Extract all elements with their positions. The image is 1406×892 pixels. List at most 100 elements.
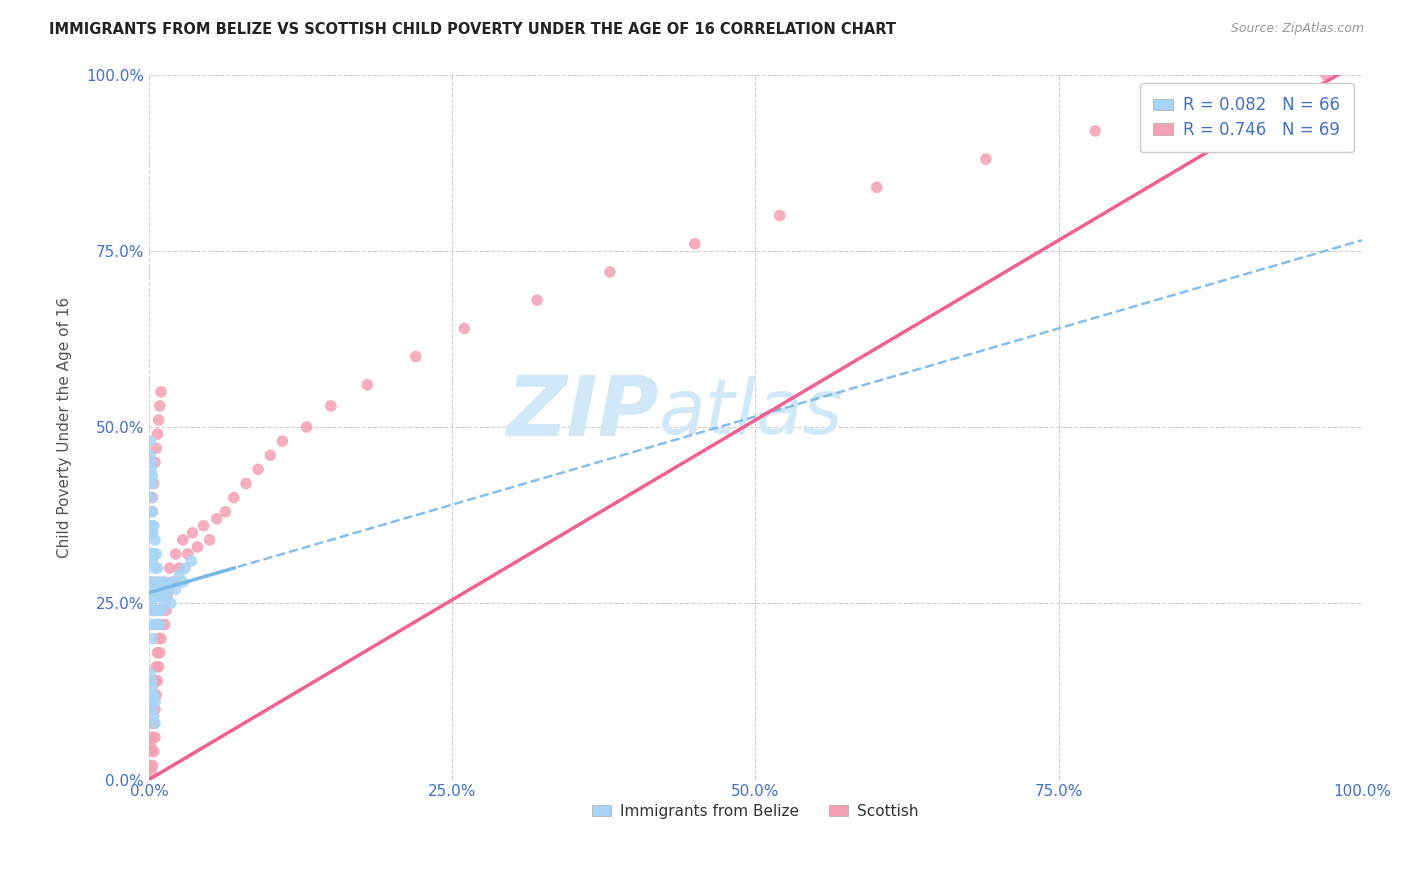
Point xyxy=(156,589,179,603)
Y-axis label: Child Poverty Under the Age of 16: Child Poverty Under the Age of 16 xyxy=(58,296,72,558)
Point xyxy=(149,646,172,660)
Point xyxy=(146,646,169,660)
Point xyxy=(142,525,165,540)
Point xyxy=(143,716,166,731)
Point xyxy=(181,525,204,540)
Point xyxy=(145,603,167,617)
Point xyxy=(142,731,165,745)
Point xyxy=(172,575,194,590)
Point xyxy=(145,688,167,702)
Point xyxy=(142,518,165,533)
Point xyxy=(142,681,165,695)
Point xyxy=(152,582,174,597)
Point xyxy=(142,603,165,617)
Point xyxy=(453,321,475,335)
Point xyxy=(149,399,172,413)
Point xyxy=(139,525,162,540)
Point xyxy=(142,688,165,702)
Point xyxy=(214,505,236,519)
Point xyxy=(146,673,169,688)
Point xyxy=(142,758,165,772)
Point xyxy=(141,455,163,469)
Point xyxy=(142,702,165,716)
Point xyxy=(142,744,165,758)
Point xyxy=(146,589,169,603)
Point xyxy=(1084,124,1107,138)
Point xyxy=(142,702,165,716)
Point xyxy=(974,152,997,166)
Point xyxy=(142,505,165,519)
Text: IMMIGRANTS FROM BELIZE VS SCOTTISH CHILD POVERTY UNDER THE AGE OF 16 CORRELATION: IMMIGRANTS FROM BELIZE VS SCOTTISH CHILD… xyxy=(49,22,896,37)
Point xyxy=(148,660,170,674)
Point xyxy=(526,293,548,307)
Point xyxy=(405,350,427,364)
Point xyxy=(148,413,170,427)
Point xyxy=(356,377,378,392)
Point xyxy=(198,533,221,547)
Point xyxy=(145,575,167,590)
Point xyxy=(599,265,621,279)
Point xyxy=(139,666,162,681)
Point xyxy=(271,434,294,449)
Point xyxy=(142,476,165,491)
Point xyxy=(142,547,165,561)
Point xyxy=(153,596,176,610)
Point xyxy=(174,561,197,575)
Point xyxy=(160,575,183,590)
Point xyxy=(141,673,163,688)
Point xyxy=(141,695,163,709)
Point xyxy=(142,554,165,568)
Point xyxy=(193,518,215,533)
Point xyxy=(167,568,190,582)
Point xyxy=(146,617,169,632)
Point xyxy=(139,505,162,519)
Point xyxy=(150,603,173,617)
Point xyxy=(153,617,176,632)
Point xyxy=(683,236,706,251)
Point xyxy=(159,596,181,610)
Point xyxy=(180,554,202,568)
Point xyxy=(139,575,162,590)
Point xyxy=(139,434,162,449)
Point xyxy=(150,603,173,617)
Point xyxy=(150,589,173,603)
Point xyxy=(152,575,174,590)
Point xyxy=(141,744,163,758)
Point xyxy=(143,617,166,632)
Point xyxy=(141,617,163,632)
Point xyxy=(143,589,166,603)
Point xyxy=(141,547,163,561)
Point xyxy=(142,476,165,491)
Point xyxy=(145,441,167,455)
Point xyxy=(141,716,163,731)
Point xyxy=(172,533,194,547)
Point xyxy=(235,476,257,491)
Point xyxy=(149,589,172,603)
Point xyxy=(142,575,165,590)
Point xyxy=(143,702,166,716)
Point xyxy=(155,603,177,617)
Point xyxy=(1315,68,1337,82)
Point xyxy=(142,632,165,646)
Point xyxy=(142,582,165,597)
Point xyxy=(150,632,173,646)
Point xyxy=(165,582,187,597)
Point xyxy=(165,547,187,561)
Point xyxy=(159,561,181,575)
Point xyxy=(145,660,167,674)
Point xyxy=(141,575,163,590)
Point xyxy=(295,420,318,434)
Point xyxy=(139,448,162,462)
Point xyxy=(319,399,342,413)
Point xyxy=(247,462,270,476)
Point xyxy=(186,540,208,554)
Point xyxy=(167,561,190,575)
Point xyxy=(149,617,172,632)
Point xyxy=(150,575,173,590)
Point xyxy=(142,709,165,723)
Point xyxy=(222,491,245,505)
Point xyxy=(143,695,166,709)
Point xyxy=(141,505,163,519)
Point xyxy=(139,476,162,491)
Point xyxy=(146,427,169,442)
